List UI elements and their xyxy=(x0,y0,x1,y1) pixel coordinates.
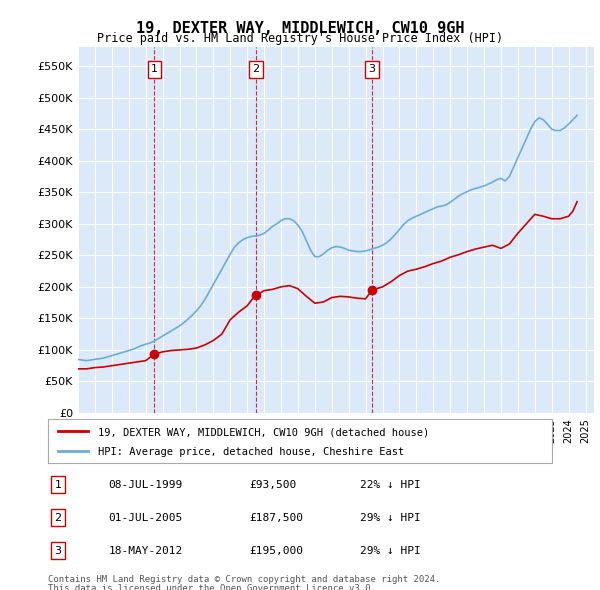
Text: 22% ↓ HPI: 22% ↓ HPI xyxy=(361,480,421,490)
Text: 18-MAY-2012: 18-MAY-2012 xyxy=(109,546,183,556)
Text: 29% ↓ HPI: 29% ↓ HPI xyxy=(361,513,421,523)
Text: 01-JUL-2005: 01-JUL-2005 xyxy=(109,513,183,523)
Text: 08-JUL-1999: 08-JUL-1999 xyxy=(109,480,183,490)
Text: 19, DEXTER WAY, MIDDLEWICH, CW10 9GH: 19, DEXTER WAY, MIDDLEWICH, CW10 9GH xyxy=(136,21,464,35)
Text: 29% ↓ HPI: 29% ↓ HPI xyxy=(361,546,421,556)
Text: 2: 2 xyxy=(252,64,259,74)
Text: 1: 1 xyxy=(55,480,62,490)
Text: HPI: Average price, detached house, Cheshire East: HPI: Average price, detached house, Ches… xyxy=(98,447,404,457)
Text: £93,500: £93,500 xyxy=(250,480,297,490)
Text: £187,500: £187,500 xyxy=(250,513,304,523)
Text: This data is licensed under the Open Government Licence v3.0.: This data is licensed under the Open Gov… xyxy=(48,584,376,590)
Text: 3: 3 xyxy=(55,546,62,556)
Text: Price paid vs. HM Land Registry's House Price Index (HPI): Price paid vs. HM Land Registry's House … xyxy=(97,32,503,45)
Text: Contains HM Land Registry data © Crown copyright and database right 2024.: Contains HM Land Registry data © Crown c… xyxy=(48,575,440,584)
Text: 3: 3 xyxy=(368,64,376,74)
Text: 19, DEXTER WAY, MIDDLEWICH, CW10 9GH (detached house): 19, DEXTER WAY, MIDDLEWICH, CW10 9GH (de… xyxy=(98,427,430,437)
Text: £195,000: £195,000 xyxy=(250,546,304,556)
Text: 2: 2 xyxy=(55,513,62,523)
Text: 1: 1 xyxy=(151,64,158,74)
